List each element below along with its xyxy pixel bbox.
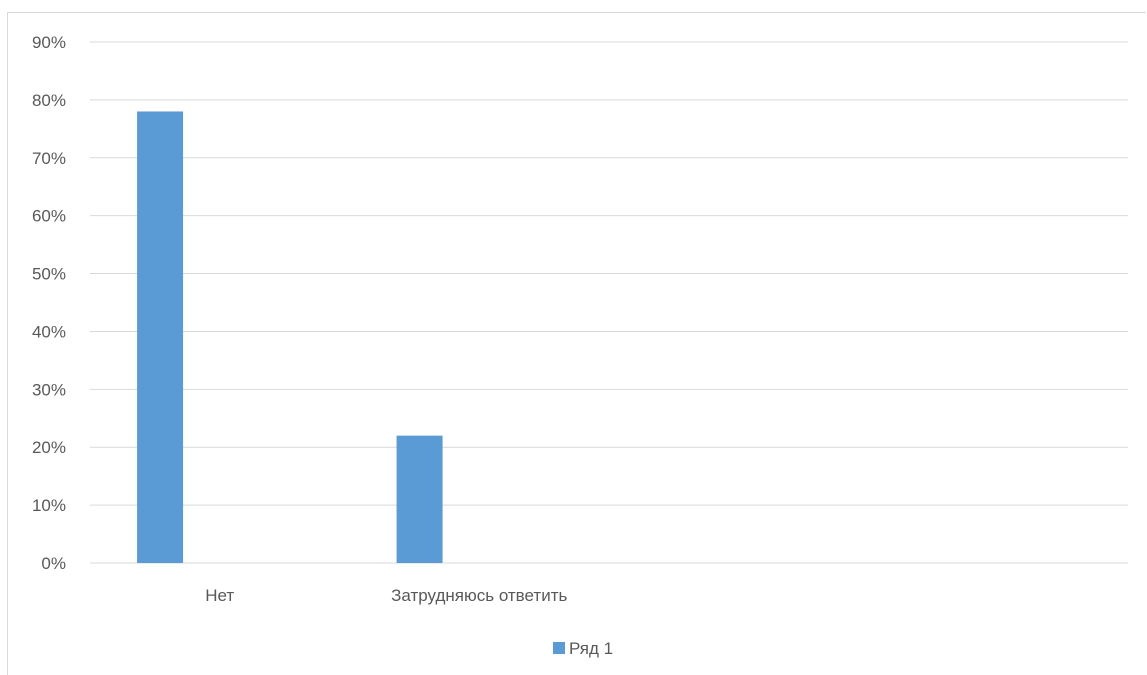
x-tick-label: Нет bbox=[205, 586, 234, 605]
y-tick-label: 90% bbox=[32, 33, 66, 52]
y-tick-label: 30% bbox=[32, 380, 66, 399]
y-tick-label: 60% bbox=[32, 207, 66, 226]
y-tick-label: 10% bbox=[32, 496, 66, 515]
y-tick-label: 20% bbox=[32, 438, 66, 457]
legend: Ряд 1 bbox=[553, 639, 613, 658]
y-tick-label: 40% bbox=[32, 322, 66, 341]
bar-0 bbox=[137, 111, 184, 563]
bar-1 bbox=[396, 435, 443, 563]
y-tick-label: 70% bbox=[32, 149, 66, 168]
bars bbox=[137, 111, 443, 563]
y-tick-label: 0% bbox=[41, 554, 66, 573]
legend-swatch bbox=[553, 642, 565, 654]
gridlines bbox=[90, 41, 1128, 564]
y-axis-ticks: 0% 10% 20% 30% 40% 50% 60% 70% 80% 90% bbox=[32, 33, 66, 573]
y-tick-label: 50% bbox=[32, 265, 66, 284]
y-tick-label: 80% bbox=[32, 91, 66, 110]
chart-frame bbox=[7, 12, 1146, 675]
x-axis-ticks: Нет Затрудняюсь ответить bbox=[205, 586, 567, 605]
legend-label: Ряд 1 bbox=[569, 639, 613, 658]
x-tick-label: Затрудняюсь ответить bbox=[391, 586, 567, 605]
